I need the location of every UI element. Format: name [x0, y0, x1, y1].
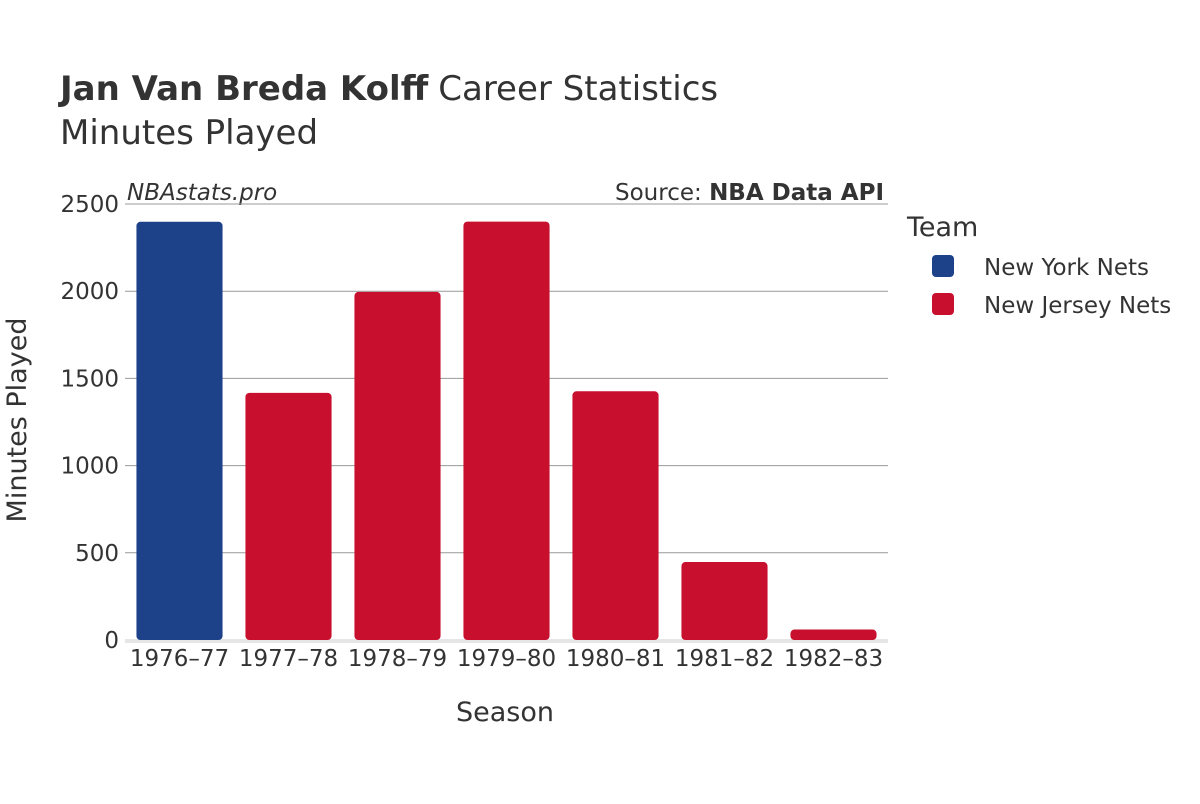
x-tick-label-1981-82: 1981–82 — [675, 646, 774, 672]
legend-label-new-york-nets[interactable]: New York Nets — [984, 255, 1149, 281]
bar-1979-80[interactable] — [463, 221, 550, 641]
x-tick-labels: 1976–77 1977–78 1978–79 1979–80 1980–81 1981–… — [130, 646, 883, 672]
x-tick-label-1979-80: 1979–80 — [457, 646, 556, 672]
legend-label-new-jersey-nets[interactable]: New Jersey Nets — [984, 293, 1171, 319]
source-name: NBA Data API — [709, 180, 884, 206]
y-tick-label-2000: 2000 — [60, 279, 119, 305]
bar-1978-79[interactable] — [354, 291, 441, 640]
source-credit: Source: NBA Data API — [615, 180, 884, 206]
bar-1980-81[interactable] — [572, 391, 659, 640]
y-tick-label-2500: 2500 — [60, 192, 119, 218]
legend-title: Team — [906, 212, 978, 243]
legend-swatch-new-jersey-nets[interactable] — [932, 293, 954, 315]
y-axis-title: Minutes Played — [2, 318, 33, 523]
x-tick-label-1977-78: 1977–78 — [239, 646, 338, 672]
x-tick-label-1982-83: 1982–83 — [784, 646, 883, 672]
y-tick-label-0: 0 — [104, 628, 119, 654]
chart-title: Jan Van Breda Kolff Career Statistics — [58, 69, 718, 109]
title-suffix: Career Statistics — [438, 69, 718, 109]
bar-1982-83[interactable] — [790, 629, 877, 640]
legend-swatch-new-york-nets[interactable] — [932, 255, 954, 277]
watermark: NBAstats.pro — [127, 180, 277, 206]
bar-1976-77[interactable] — [136, 221, 223, 640]
bar-1981-82[interactable] — [681, 562, 768, 640]
y-tick-label-1000: 1000 — [60, 454, 119, 480]
y-tick-label-500: 500 — [75, 541, 119, 567]
source-prefix: Source: — [615, 180, 709, 206]
chart-subtitle: Minutes Played — [60, 113, 318, 153]
title-player-name: Jan Van Breda Kolff — [58, 69, 429, 109]
x-tick-label-1976-77: 1976–77 — [130, 646, 229, 672]
y-tick-labels: 0 500 1000 1500 2000 2500 — [60, 192, 119, 654]
x-axis-title: Season — [456, 697, 554, 728]
x-tick-label-1980-81: 1980–81 — [566, 646, 665, 672]
bar-1977-78[interactable] — [245, 392, 332, 640]
y-tick-label-1500: 1500 — [60, 366, 119, 392]
x-tick-label-1978-79: 1978–79 — [348, 646, 447, 672]
bars — [136, 221, 877, 641]
legend: Team New York Nets New Jersey Nets — [906, 212, 1171, 319]
